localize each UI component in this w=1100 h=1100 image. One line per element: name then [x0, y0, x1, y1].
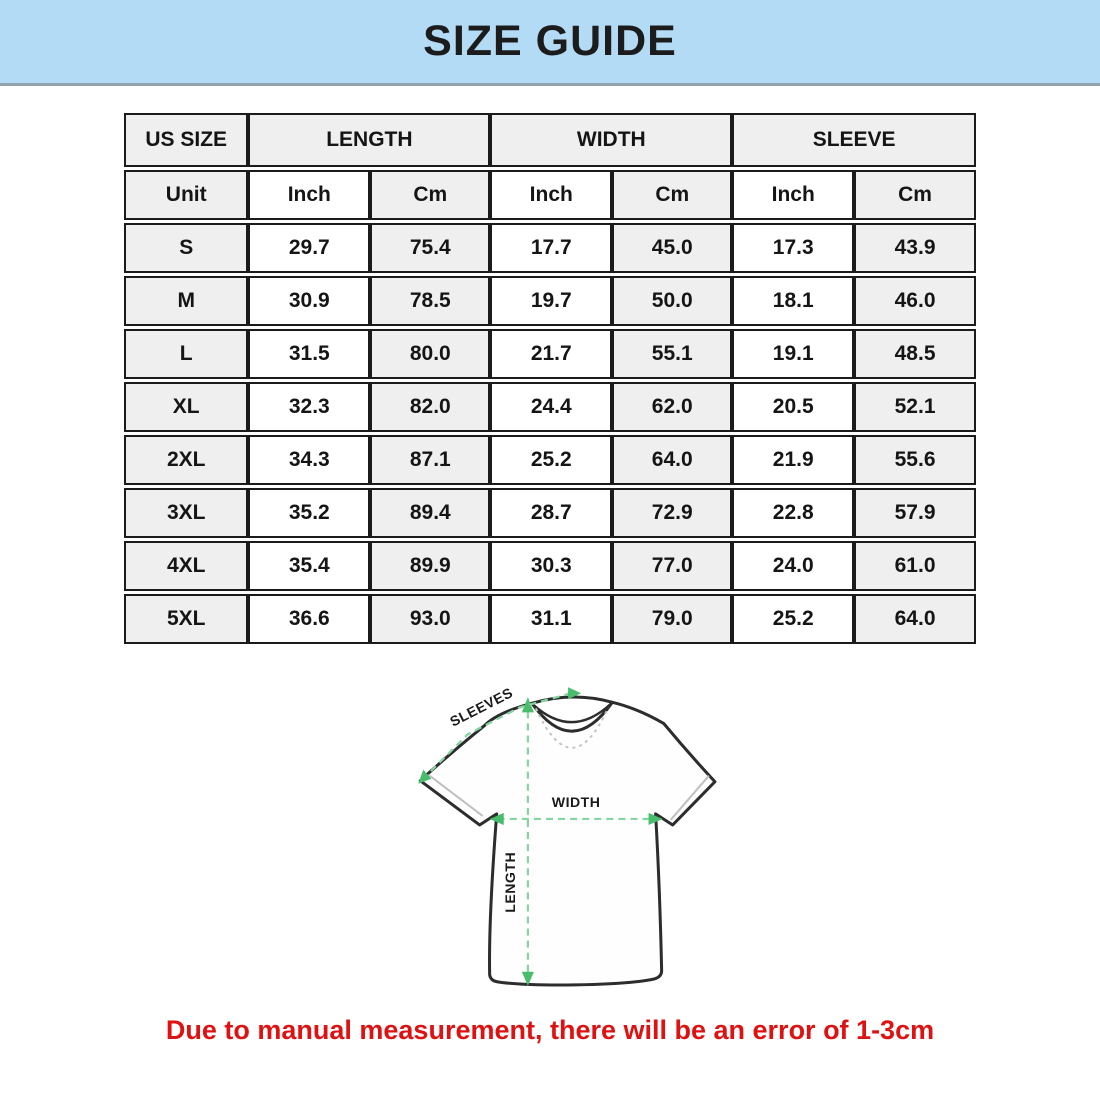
measurement-value: 35.4 [248, 541, 371, 591]
measurement-value: 61.0 [854, 541, 976, 591]
size-table: US SIZE LENGTH WIDTH SLEEVE Unit Inch Cm Inch C… [124, 110, 976, 647]
measurement-value: 31.5 [248, 329, 371, 379]
tshirt-outline [418, 700, 717, 987]
size-row-4xl: 4XL 35.4 89.9 30.3 77.0 24.0 61.0 [124, 541, 976, 591]
measurement-value: 43.9 [854, 223, 976, 273]
size-row-xl: XL 32.3 82.0 24.4 62.0 20.5 52.1 [124, 382, 976, 432]
measurement-value: 19.7 [490, 276, 613, 326]
diagram-container: SLEEVES WIDTH LENGTH [0, 653, 1100, 1005]
measurement-value: 30.9 [248, 276, 371, 326]
measurement-value: 36.6 [248, 594, 371, 644]
measurement-value: 30.3 [490, 541, 613, 591]
measurement-value: 45.0 [612, 223, 733, 273]
measurement-value: 46.0 [854, 276, 976, 326]
unit-cell: Cm [612, 170, 733, 220]
width-measure-arrow [489, 812, 663, 825]
measurement-value: 93.0 [370, 594, 491, 644]
size-row-l: L 31.5 80.0 21.7 55.1 19.1 48.5 [124, 329, 976, 379]
measurement-value: 31.1 [490, 594, 613, 644]
size-row-5xl: 5XL 36.6 93.0 31.1 79.0 25.2 64.0 [124, 594, 976, 644]
measurement-value: 62.0 [612, 382, 733, 432]
measurement-value: 24.0 [732, 541, 855, 591]
measurement-value: 72.9 [612, 488, 733, 538]
measurement-value: 25.2 [490, 435, 613, 485]
column-group-sleeve: SLEEVE [732, 113, 976, 167]
measurement-value: 75.4 [370, 223, 491, 273]
column-group-width: WIDTH [490, 113, 733, 167]
measurement-value: 78.5 [370, 276, 491, 326]
size-label: M [124, 276, 249, 326]
column-group-length: LENGTH [248, 113, 491, 167]
measurement-value: 77.0 [612, 541, 733, 591]
unit-cell: Inch [490, 170, 613, 220]
length-label: LENGTH [502, 852, 518, 913]
size-label: 4XL [124, 541, 249, 591]
measurement-value: 64.0 [612, 435, 733, 485]
size-label: L [124, 329, 249, 379]
size-row-2xl: 2XL 34.3 87.1 25.2 64.0 21.9 55.6 [124, 435, 976, 485]
size-label: 5XL [124, 594, 249, 644]
measurement-value: 18.1 [732, 276, 855, 326]
length-measure-arrow [521, 697, 534, 986]
measurement-value: 82.0 [370, 382, 491, 432]
size-label: S [124, 223, 249, 273]
width-label: WIDTH [552, 794, 601, 810]
unit-cell: Inch [248, 170, 371, 220]
measurement-value: 89.9 [370, 541, 491, 591]
measurement-value: 35.2 [248, 488, 371, 538]
measurement-value: 80.0 [370, 329, 491, 379]
measurement-value: 17.7 [490, 223, 613, 273]
measurement-value: 57.9 [854, 488, 976, 538]
measurement-value: 52.1 [854, 382, 976, 432]
measurement-value: 48.5 [854, 329, 976, 379]
measurement-value: 29.7 [248, 223, 371, 273]
measurement-value: 89.4 [370, 488, 491, 538]
measurement-value: 19.1 [732, 329, 855, 379]
size-row-3xl: 3XL 35.2 89.4 28.7 72.9 22.8 57.9 [124, 488, 976, 538]
measurement-value: 25.2 [732, 594, 855, 644]
measurement-value: 87.1 [370, 435, 491, 485]
unit-cell: Inch [732, 170, 855, 220]
measurement-value: 28.7 [490, 488, 613, 538]
size-row-s: S 29.7 75.4 17.7 45.0 17.3 43.9 [124, 223, 976, 273]
measurement-value: 34.3 [248, 435, 371, 485]
measurement-value: 50.0 [612, 276, 733, 326]
measurement-value: 21.7 [490, 329, 613, 379]
measurement-value: 32.3 [248, 382, 371, 432]
measurement-value: 64.0 [854, 594, 976, 644]
right-cuff-seam [669, 775, 710, 821]
measurement-value: 55.1 [612, 329, 733, 379]
measurement-value: 55.6 [854, 435, 976, 485]
sleeves-measure-arrow [418, 687, 582, 784]
measurement-value: 21.9 [732, 435, 855, 485]
banner: SIZE GUIDE [0, 0, 1100, 86]
column-group-us-size: US SIZE [124, 113, 249, 167]
unit-header-row: Unit Inch Cm Inch Cm Inch Cm [124, 170, 976, 220]
size-label: 2XL [124, 435, 249, 485]
measurement-value: 17.3 [732, 223, 855, 273]
size-label: 3XL [124, 488, 249, 538]
left-cuff-seam [427, 773, 484, 817]
page-title: SIZE GUIDE [423, 17, 677, 65]
unit-cell: Cm [370, 170, 491, 220]
measurement-value: 20.5 [732, 382, 855, 432]
tshirt-diagram: SLEEVES WIDTH LENGTH [418, 684, 717, 987]
measurement-value: 22.8 [732, 488, 855, 538]
measurement-value: 79.0 [612, 594, 733, 644]
size-row-m: M 30.9 78.5 19.7 50.0 18.1 46.0 [124, 276, 976, 326]
collar-inner-line [532, 703, 612, 724]
size-label: XL [124, 382, 249, 432]
unit-header-cell: Unit [124, 170, 249, 220]
column-group-row: US SIZE LENGTH WIDTH SLEEVE [124, 113, 976, 167]
measurement-value: 24.4 [490, 382, 613, 432]
size-table-container: US SIZE LENGTH WIDTH SLEEVE Unit Inch Cm Inch C… [124, 110, 976, 647]
measurement-note: Due to manual measurement, there will be… [165, 1015, 935, 1045]
unit-cell: Cm [854, 170, 976, 220]
